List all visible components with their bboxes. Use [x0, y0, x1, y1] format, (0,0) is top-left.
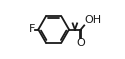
Text: O: O	[76, 38, 85, 48]
Text: OH: OH	[84, 15, 102, 25]
Text: F: F	[28, 24, 35, 35]
